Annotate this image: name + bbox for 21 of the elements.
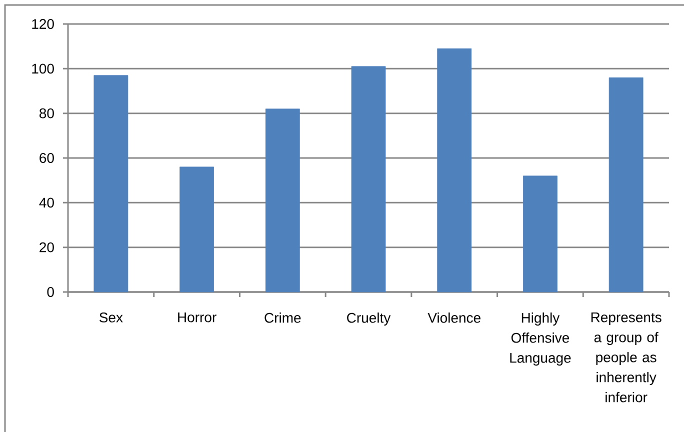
- bar: [265, 108, 300, 292]
- x-tick-label: Sex: [100, 312, 123, 322]
- y-tick-label: 0: [47, 287, 54, 297]
- y-tick-label: 80: [40, 108, 54, 118]
- y-tick-label: 40: [39, 198, 54, 208]
- x-tick-label: Horror: [178, 312, 216, 322]
- x-tick-label: Crime: [264, 312, 301, 323]
- x-tick-label: Highly Offensive Language: [510, 312, 571, 366]
- bar: [523, 176, 558, 292]
- bar: [608, 77, 644, 292]
- bar: [180, 166, 214, 292]
- y-tick-label: 120: [32, 19, 54, 29]
- y-tick-label: 60: [40, 153, 54, 163]
- bar: [351, 66, 386, 292]
- x-tick-label: Represents a group of people as inherently inferior: [591, 312, 662, 402]
- bar: [94, 75, 128, 292]
- bar: [437, 48, 472, 292]
- y-tick-label: 20: [40, 242, 54, 252]
- x-tick-label: Cruelty: [347, 312, 391, 326]
- y-tick-label: 100: [32, 64, 54, 74]
- x-tick-label: Violence: [428, 312, 480, 323]
